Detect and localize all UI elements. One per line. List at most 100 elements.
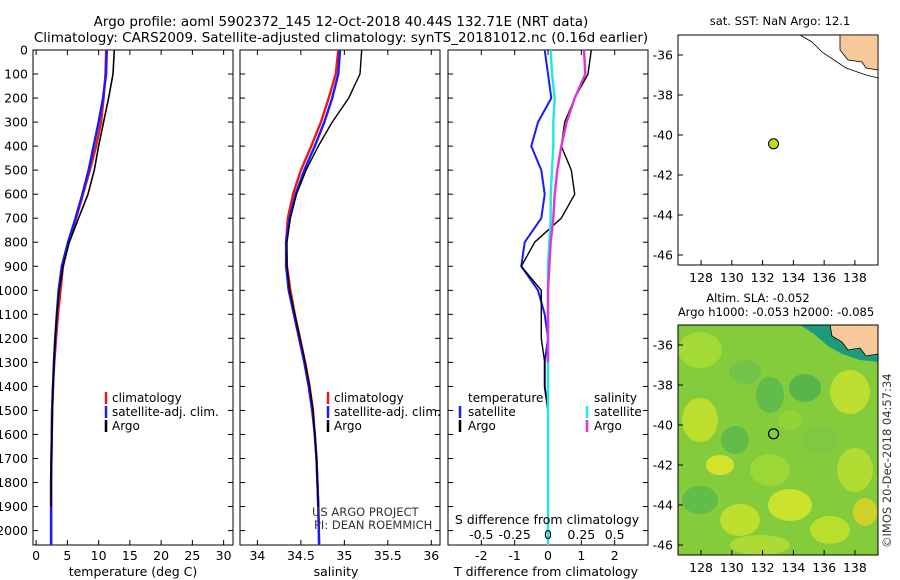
y-tick-label: 500 [4,163,28,178]
y-tick-label: 1000 [0,283,28,298]
sst-map-axes: 128 130 132 134 136 138 -36 -38 -40 -42 -44 -46 [653,48,867,286]
salinity-x-axis: 34 34.5 35 35.5 36 [249,50,439,563]
series-line-s-argo [546,49,587,363]
argo-float-marker [768,138,780,150]
y-tick-label: 900 [4,259,28,274]
y-tick-label: 1300 [0,355,28,370]
x-tick-label: 10 [91,548,107,563]
lat-tick-label: -42 [653,168,673,183]
y-tick-label: 1800 [0,475,28,490]
legend-t-argo: Argo [468,419,496,433]
sla-anomaly-patch [706,455,734,475]
sla-anomaly-patch [778,410,802,430]
depth-axis: 0 100 200 300 400 500 600 700 800 900 1000 1100 1200… [0,43,648,538]
x-tick-label: 35 [336,548,352,563]
sla-anomaly-patch [830,370,870,414]
series-line-t-argo [520,49,592,507]
temperature-axes-frame [32,49,234,546]
salinity-legend: climatology satellite-adj. clim. Argo [326,391,441,433]
lon-tick-label: 138 [843,560,867,575]
x-tick-label: -2 [475,548,487,563]
y-tick-label: 300 [4,115,28,130]
y-tick-label: 100 [4,67,28,82]
salinity-xlabel: salinity [314,564,359,579]
lon-tick-label: 132 [751,270,775,285]
legend-salinity-title: salinity [594,391,637,405]
lat-tick-label: -38 [653,88,673,103]
lat-tick-label: -42 [653,458,673,473]
lat-tick-label: -46 [653,248,673,263]
lon-tick-label: 138 [843,270,867,285]
credit-pi: PI: DEAN ROEMMICH [314,518,432,532]
x-tick-label: 2 [611,548,619,563]
x-tick-label: 34 [249,548,265,563]
difference-panel: -2 -1 0 1 2 T difference from climatology S … [447,49,649,579]
lat-tick-label: -46 [653,538,673,553]
difference-series [520,49,592,545]
y-tick-label: 1900 [0,499,28,514]
x-tick-label: 1 [577,548,585,563]
sla-anomaly-patch [678,332,722,368]
x-tick-label: 34.5 [287,548,315,563]
lon-tick-label: 130 [720,270,744,285]
legend-satellite: satellite-adj. clim. [112,405,219,419]
lat-tick-label: -36 [653,338,673,353]
legend-temperature-title: temperature [468,391,543,405]
y-tick-label: 2000 [0,523,28,538]
x-tick-label: 5 [63,548,71,563]
lon-tick-label: 132 [751,560,775,575]
temperature-series [49,49,116,545]
figure-title-line1: Argo profile: aoml 5902372_145 12-Oct-20… [94,14,589,30]
salinity-series [284,49,363,546]
y-tick-label: 400 [4,139,28,154]
sst-map: sat. SST: NaN Argo: 12.1 128 130 132 134 136… [653,14,879,286]
lon-tick-label: 136 [812,560,836,575]
t-difference-xlabel: T difference from climatology [453,564,639,579]
legend-argo: Argo [112,419,140,433]
lat-tick-label: -40 [653,128,673,143]
lat-tick-label: -38 [653,378,673,393]
y-tick-label: 1200 [0,331,28,346]
salinity-panel: 34 34.5 35 35.5 36 salinity climatology sate… [239,49,441,579]
x-tick-label: 25 [184,548,200,563]
lat-tick-label: -36 [653,48,673,63]
x-tick-label: 15 [122,548,138,563]
s-difference-xlabel: S difference from climatology [455,512,640,527]
figure-title-line2: Climatology: CARS2009. Satellite-adjuste… [34,30,648,46]
sla-anomaly-patches [678,332,877,555]
imos-credit: ©IMOS 20-Dec-2018 04:57:34 [880,373,894,548]
s-tick-label: 0.5 [605,527,625,542]
argo-float-marker [767,428,780,440]
temperature-xlabel: temperature (deg C) [69,564,198,579]
lon-tick-label: 130 [720,560,744,575]
temperature-legend: climatology satellite-adj. clim. Argo [104,391,219,433]
lat-tick-label: -44 [653,208,673,223]
y-tick-label: 1400 [0,379,28,394]
sla-anomaly-patch [768,489,812,521]
y-tick-label: 800 [4,235,28,250]
sla-anomaly-patch [721,426,749,454]
sla-anomaly-patch [756,377,784,413]
s-tick-label: 0 [544,527,552,542]
lon-tick-label: 136 [812,270,836,285]
sla-anomaly-patch [720,504,760,536]
y-tick-label: 600 [4,187,28,202]
y-tick-label: 200 [4,91,28,106]
legend-argo: Argo [334,419,362,433]
legend-s-satellite: satellite [594,405,642,419]
sla-anomaly-patch [802,426,838,454]
legend-s-argo: Argo [594,419,622,433]
salinity-axes-frame [239,49,441,546]
y-tick-label: 0 [20,43,28,58]
sla-map-title-line1: Altim. SLA: -0.052 [706,291,810,305]
sla-map-title-line2: Argo h1000: -0.053 h2000: -0.085 [678,305,874,319]
sla-map: Altim. SLA: -0.052 Argo h1000: -0.053 h2… [653,291,879,575]
temperature-panel: 0100200300400500600700800900100011001200… [0,43,648,579]
temperature-x-axis: 0 5 10 15 20 25 30 [32,50,232,563]
sla-heatmap [678,325,878,555]
sla-anomaly-patch [750,454,790,486]
shelf-contour [799,34,879,79]
legend-t-satellite: satellite [468,405,516,419]
x-tick-label: 36 [423,548,439,563]
